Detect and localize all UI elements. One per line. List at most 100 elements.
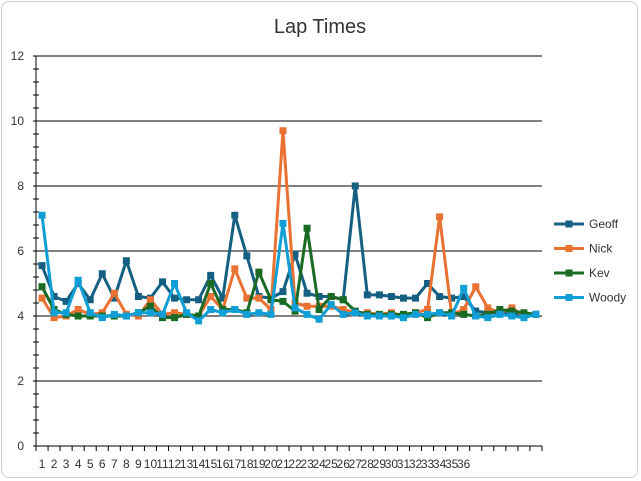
x-tick-label: 3 [63,457,70,471]
data-point-woody [339,310,347,318]
legend-marker-kev [565,269,573,277]
data-point-kev [146,302,154,310]
x-tick-label: 24 [312,457,326,471]
y-tick-label: 8 [17,179,24,193]
data-point-nick [38,294,46,302]
data-point-kev [496,306,504,313]
x-tick-label: 12 [168,457,182,471]
x-tick-label: 36 [457,457,471,471]
data-point-woody [327,301,335,309]
data-point-nick [74,306,82,313]
data-point-geoff [436,293,444,300]
data-point-woody [38,211,46,219]
data-point-woody [207,306,215,313]
data-point-kev [74,312,82,320]
x-tick-label: 9 [135,457,142,471]
data-point-woody [183,309,191,317]
data-point-woody [424,310,432,318]
x-tick-label: 5 [87,457,94,471]
y-tick-label: 0 [17,439,24,453]
data-point-kev [207,280,215,287]
data-point-geoff [315,293,323,300]
x-tick-label: 18 [240,457,254,471]
data-point-kev [195,312,203,320]
data-point-woody [231,306,239,313]
y-tick-label: 6 [17,244,24,258]
series-group [38,127,540,325]
data-point-kev [508,307,516,315]
data-point-geoff [351,182,359,190]
data-point-woody [363,312,371,320]
data-point-woody [484,314,492,322]
data-point-woody [62,309,70,317]
data-point-geoff [303,289,311,297]
data-point-nick [460,306,468,313]
data-point-woody [74,276,82,284]
data-point-kev [303,224,311,232]
data-point-woody [86,309,94,317]
data-point-nick [50,314,58,322]
y-tick-label: 12 [11,49,25,63]
legend: Geoff Nick Kev Woody [554,217,626,305]
legend-label-kev: Kev [589,266,610,280]
data-point-geoff [207,271,215,279]
data-point-woody [532,310,540,318]
data-point-woody [146,309,154,317]
x-tick-label: 31 [397,457,411,471]
data-point-geoff [387,293,395,300]
data-point-woody [50,309,58,317]
data-point-kev [339,296,347,304]
x-tick-label: 17 [228,457,242,471]
legend-label-woody: Woody [589,291,626,305]
data-point-nick [436,213,444,221]
data-point-nick [171,309,179,317]
data-point-nick [110,289,118,297]
data-point-nick [255,294,263,302]
data-point-kev [38,283,46,291]
x-tick-label: 32 [409,457,423,471]
x-tick-label: 16 [216,457,230,471]
x-tick-label: 6 [99,457,106,471]
data-point-kev [279,297,287,305]
data-point-kev [315,306,323,313]
data-point-woody [195,317,203,325]
data-point-woody [387,312,395,320]
data-point-woody [171,280,179,287]
x-tick-label: 27 [349,457,363,471]
x-tick-label: 11 [156,457,169,471]
data-point-geoff [460,293,468,300]
x-tick-label: 26 [337,457,351,471]
x-tick-label: 2 [51,457,58,471]
data-point-woody [134,309,142,317]
data-point-woody [110,310,118,318]
data-point-woody [375,312,383,320]
data-point-kev [460,310,468,318]
data-point-geoff [279,288,287,296]
data-point-woody [219,309,227,317]
data-point-woody [315,315,323,323]
x-tick-label: 19 [252,457,266,471]
data-point-woody [122,312,130,320]
x-tick-label: 28 [361,457,375,471]
legend-marker-nick [565,245,573,252]
data-point-nick [207,293,215,300]
data-point-geoff [399,294,407,302]
y-tick-label: 10 [11,114,25,128]
data-point-nick [231,265,239,273]
data-point-nick [424,306,432,313]
legend-marker-geoff [565,220,573,228]
x-tick-label: 33 [421,457,435,471]
legend-label-nick: Nick [589,242,613,256]
x-tick-label: 13 [180,457,194,471]
data-point-geoff [159,278,166,286]
data-point-woody [436,309,444,317]
data-point-kev [171,314,179,322]
y-axis-ticks: 0 2 4 6 8 10 12 [11,49,25,453]
x-tick-label: 7 [111,457,118,471]
data-point-geoff [424,280,432,287]
data-point-woody [448,312,456,320]
data-point-kev [327,293,335,300]
x-tick-label: 14 [192,457,206,471]
